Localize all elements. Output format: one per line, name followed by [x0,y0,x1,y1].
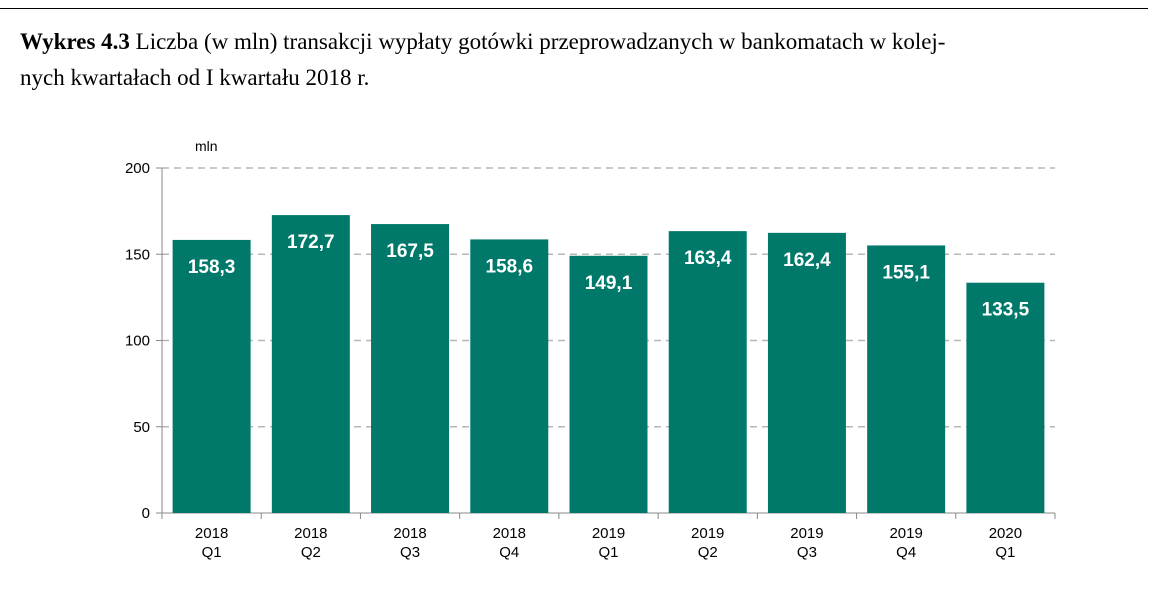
data-label-2019-Q1: 149,1 [585,273,633,294]
x-tick-label-quarter-5: Q2 [698,544,718,561]
y-axis-unit-label: mln [195,138,218,154]
bar-2019-Q3 [767,232,846,514]
caption-label: Wykres 4.3 [20,29,130,54]
x-tick-label-year-1: 2018 [294,525,327,542]
x-tick-label-quarter-7: Q4 [896,544,916,561]
caption-text-line1: Liczba (w mln) transakcji wypłaty gotówk… [135,29,946,54]
data-label-2019-Q4: 155,1 [882,262,930,283]
x-tick-label-year-0: 2018 [195,525,228,542]
x-tick-label-quarter-1: Q2 [301,544,321,561]
bar-2018-Q3 [371,224,450,513]
x-tick-label-year-3: 2018 [493,525,526,542]
x-tick-label-quarter-3: Q4 [499,544,519,561]
bar-2018-Q1 [172,239,251,513]
data-label-2020-Q1: 133,5 [982,300,1030,321]
x-tick-label-quarter-4: Q1 [598,544,618,561]
bar-2018-Q2 [271,215,350,513]
bar-2019-Q2 [668,231,747,513]
data-label-2018-Q1: 158,3 [188,257,236,278]
x-tick-label-year-7: 2019 [889,525,922,542]
top-rule [0,8,1148,9]
figure-caption: Wykres 4.3 Liczba (w mln) transakcji wyp… [20,24,1148,96]
x-tick-label-year-4: 2019 [592,525,625,542]
y-tick-label-150: 150 [125,246,150,263]
data-label-2019-Q3: 162,4 [783,250,831,271]
bar-2019-Q1 [569,255,648,514]
y-tick-label-100: 100 [125,333,150,350]
y-tick-label-50: 50 [133,419,150,436]
x-tick-label-year-5: 2019 [691,525,724,542]
y-tick-label-200: 200 [125,160,150,177]
data-label-2018-Q3: 167,5 [386,241,434,262]
x-tick-label-year-6: 2019 [790,525,823,542]
x-tick-label-year-8: 2020 [989,525,1022,542]
x-tick-label-quarter-8: Q1 [995,544,1015,561]
bar-2020-Q1 [966,282,1045,513]
data-label-2018-Q4: 158,6 [486,256,534,277]
bar-2018-Q4 [470,239,549,514]
data-label-2019-Q2: 163,4 [684,248,732,269]
x-tick-label-quarter-6: Q3 [797,544,817,561]
bar-2019-Q4 [867,245,946,513]
y-tick-label-0: 0 [142,505,150,522]
x-tick-label-quarter-0: Q1 [202,544,222,561]
x-tick-label-quarter-2: Q3 [400,544,420,561]
data-label-2018-Q2: 172,7 [287,232,335,253]
x-tick-label-year-2: 2018 [393,525,426,542]
caption-text-line2: nych kwartałach od I kwartału 2018 r. [20,65,370,90]
